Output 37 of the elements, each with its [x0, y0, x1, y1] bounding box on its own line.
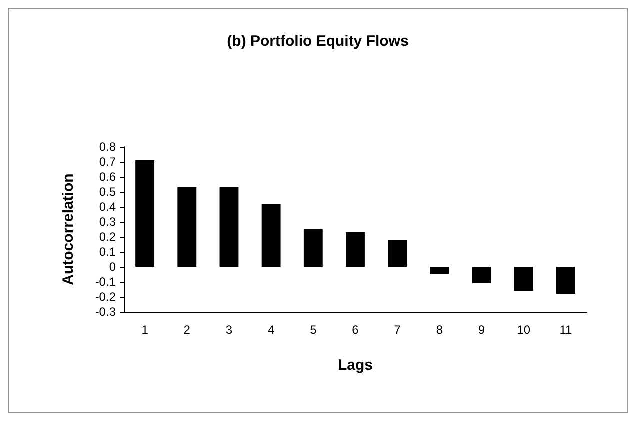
x-tick-label: 8	[436, 323, 444, 337]
y-tick-label: -0.1	[95, 275, 116, 289]
x-tick-label: 4	[268, 323, 275, 337]
y-tick-label: 0.7	[99, 155, 116, 169]
x-tick-label: 10	[517, 323, 531, 337]
bar	[346, 232, 365, 267]
y-axis-title: Autocorrelation	[60, 174, 77, 286]
y-tick-label: 0.3	[99, 215, 116, 229]
bar	[514, 267, 534, 291]
bar	[220, 188, 239, 267]
bar	[136, 160, 155, 267]
x-tick-label: 2	[184, 323, 191, 337]
bar	[178, 188, 197, 267]
x-tick-label: 1	[142, 323, 149, 337]
y-tick-label: 0.1	[99, 245, 116, 259]
y-tick-label: 0.4	[99, 200, 116, 214]
bar	[472, 267, 492, 284]
bar	[262, 204, 281, 267]
x-tick-label: 5	[310, 323, 318, 337]
x-tick-label: 11	[560, 323, 573, 337]
x-tick-label: 7	[394, 323, 402, 337]
bar	[304, 230, 323, 267]
x-tick-label: 3	[226, 323, 233, 337]
x-tick-label: 9	[478, 323, 486, 337]
y-tick-label: 0	[109, 260, 116, 274]
y-tick-label: 0.5	[99, 185, 116, 199]
x-axis-title: Lags	[338, 357, 374, 374]
y-tick-label: -0.2	[95, 290, 116, 304]
x-tick-label: 6	[352, 323, 360, 337]
chart-title: (b) Portfolio Equity Flows	[227, 33, 409, 50]
y-tick-label: 0.8	[99, 140, 116, 154]
y-tick-label: -0.3	[95, 305, 116, 319]
y-tick-label: 0.6	[99, 170, 116, 184]
y-tick-label: 0.2	[99, 230, 116, 244]
bar	[388, 240, 408, 267]
bar	[430, 267, 450, 274]
bar	[556, 267, 576, 294]
